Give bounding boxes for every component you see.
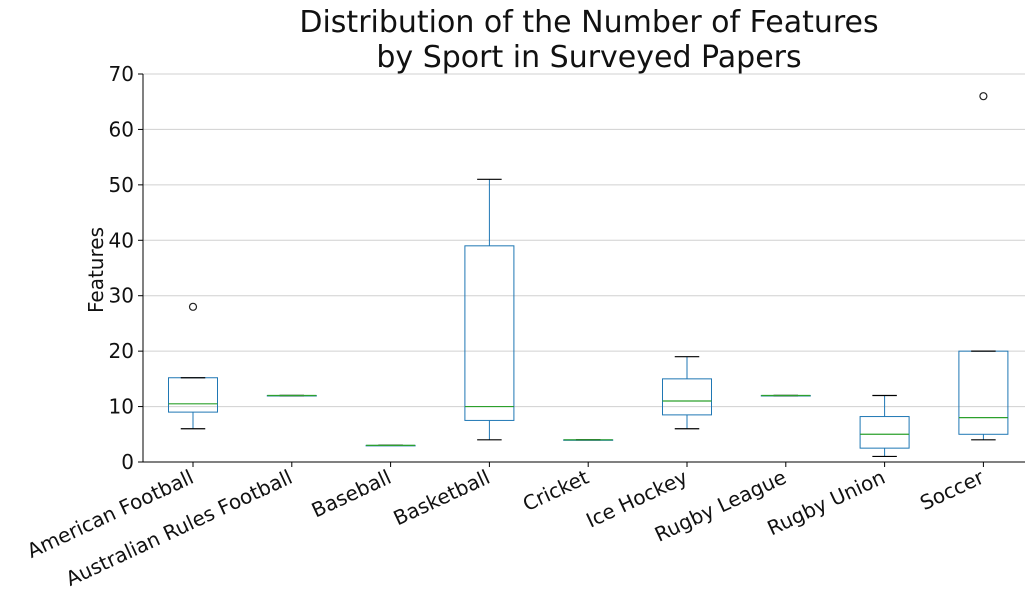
iqr-box <box>859 416 910 449</box>
x-tick-label: Cricket <box>519 465 593 516</box>
y-axis-ticks: 0 10 20 30 40 50 60 70 <box>109 62 143 474</box>
y-gridlines <box>143 73 1025 408</box>
boxes <box>168 92 1009 458</box>
iqr-box <box>662 378 712 416</box>
y-tick-label: 30 <box>109 284 134 308</box>
box-soccer <box>958 92 1009 441</box>
y-tick-label: 60 <box>109 117 134 141</box>
box-cricket <box>563 439 614 441</box>
box-rugby-union <box>859 394 910 458</box>
y-tick-label: 50 <box>109 173 134 197</box>
box-basketball <box>464 178 515 441</box>
box-baseball <box>365 444 416 447</box>
iqr-box <box>958 350 1009 435</box>
chart-title: Distribution of the Number of Features b… <box>299 5 878 75</box>
y-tick-label: 10 <box>109 395 134 419</box>
iqr-box <box>464 245 515 421</box>
x-tick-label: Basketball <box>390 465 494 530</box>
outlier-point <box>188 302 198 311</box>
outlier-point <box>979 92 988 101</box>
chart-title-line-1: Distribution of the Number of Features <box>299 5 878 40</box>
y-axis-label: Features <box>84 227 108 313</box>
box-ice-hockey <box>662 356 712 430</box>
x-tick-label: Soccer <box>916 464 988 515</box>
x-tick-label: Baseball <box>308 465 395 523</box>
y-tick-label: 0 <box>121 450 134 474</box>
box-american-football <box>168 302 218 430</box>
y-tick-label: 20 <box>109 339 134 363</box>
box-australian-rules-football <box>266 394 317 397</box>
y-tick-label: 70 <box>109 62 134 86</box>
chart-title-line-2: by Sport in Surveyed Papers <box>376 40 801 75</box>
box-rugby-league <box>760 394 811 397</box>
y-tick-label: 40 <box>109 228 134 252</box>
